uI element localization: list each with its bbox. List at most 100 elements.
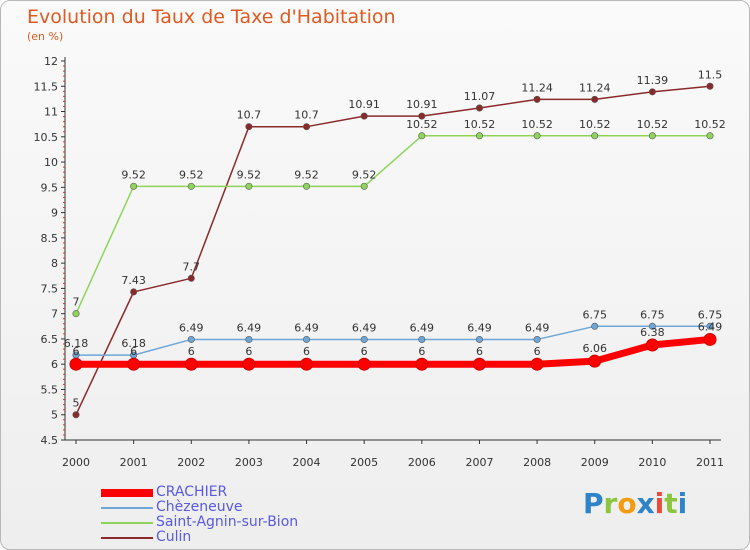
data-label: 6.49	[698, 320, 723, 333]
data-point	[418, 112, 426, 120]
proxiti-logo: Proxiti	[583, 487, 687, 520]
data-label: 6.75	[698, 308, 723, 321]
data-point	[187, 182, 195, 190]
data-point	[648, 88, 656, 96]
legend-label-chezeneuve: Chèzeneuve	[156, 499, 243, 515]
data-label: 10.91	[406, 98, 438, 111]
series-line	[76, 325, 710, 356]
logo-letter: i	[677, 487, 688, 520]
data-label: 6.49	[410, 321, 435, 334]
data-point	[69, 357, 83, 371]
data-label: 9.52	[121, 168, 146, 181]
y-tick-label: 9	[51, 207, 58, 220]
data-label: 6.49	[467, 321, 492, 334]
chart-subtitle: (en %)	[27, 30, 64, 43]
legend-label-saint-agnin: Saint-Agnin-sur-Bion	[156, 514, 299, 530]
data-label: 6	[73, 345, 80, 358]
y-tick-label: 7.5	[41, 282, 59, 295]
data-label: 6	[534, 345, 541, 358]
x-tick-label: 2011	[696, 456, 724, 469]
data-label: 6	[418, 345, 425, 358]
x-tick-label: 2006	[408, 456, 436, 469]
legend-swatch-culin	[101, 537, 153, 539]
data-label: 9.52	[294, 168, 319, 181]
data-point	[127, 357, 141, 371]
data-point	[357, 357, 371, 371]
legend-label-crachier: CRACHIER	[156, 484, 228, 500]
y-tick-label: 11	[44, 106, 58, 119]
y-tick-label: 10	[44, 156, 58, 169]
data-label: 10.7	[237, 109, 262, 122]
data-point	[418, 335, 426, 343]
data-label: 11.5	[698, 68, 723, 81]
y-tick-label: 5.5	[41, 383, 59, 396]
data-point	[72, 411, 80, 419]
x-tick-label: 2007	[465, 456, 493, 469]
data-point	[706, 132, 714, 140]
data-point	[530, 357, 544, 371]
x-tick-label: 2004	[293, 456, 321, 469]
data-label: 6.49	[525, 321, 550, 334]
data-label: 10.91	[348, 98, 380, 111]
data-point	[706, 322, 714, 330]
data-point	[415, 357, 429, 371]
data-label: 7	[73, 296, 80, 309]
data-label: 10.52	[694, 118, 726, 131]
data-label: 6.75	[640, 308, 665, 321]
data-point	[475, 132, 483, 140]
data-label: 10.52	[464, 118, 496, 131]
data-point	[360, 112, 368, 120]
x-tick-label: 2005	[350, 456, 378, 469]
y-tick-label: 6	[51, 358, 58, 371]
data-point	[303, 335, 311, 343]
legend-swatch-crachier	[101, 489, 153, 497]
y-tick-label: 10.5	[34, 131, 59, 144]
data-point	[418, 132, 426, 140]
data-point	[360, 182, 368, 190]
logo-letter: i	[654, 487, 665, 520]
data-point	[533, 335, 541, 343]
x-tick-label: 2009	[581, 456, 609, 469]
logo-letter: r	[603, 487, 618, 520]
data-point	[588, 354, 602, 368]
x-tick-label: 2003	[235, 456, 263, 469]
data-point	[475, 335, 483, 343]
data-point	[472, 357, 486, 371]
legend-item-saint-agnin: Saint-Agnin-sur-Bion	[101, 515, 361, 530]
data-point	[533, 95, 541, 103]
data-label: 11.24	[521, 81, 553, 94]
data-label: 6.49	[294, 321, 319, 334]
y-tick-label: 5	[51, 409, 58, 422]
legend-item-culin: Culin	[101, 530, 361, 545]
data-label: 6	[303, 345, 310, 358]
data-point	[187, 335, 195, 343]
data-point	[703, 332, 717, 346]
y-tick-label: 4.5	[41, 434, 59, 447]
y-tick-label: 8	[51, 257, 58, 270]
y-tick-label: 11.5	[34, 80, 59, 93]
logo-letter: x	[636, 487, 655, 520]
data-point	[130, 182, 138, 190]
data-point	[245, 182, 253, 190]
logo-letter: t	[664, 487, 678, 520]
y-tick-label: 7	[51, 308, 58, 321]
x-tick-label: 2000	[62, 456, 90, 469]
chart-title: Evolution du Taux de Taxe d'Habitation	[27, 6, 396, 28]
data-label: 5	[73, 397, 80, 410]
data-point	[475, 104, 483, 112]
data-label: 10.7	[294, 109, 319, 122]
data-label: 6	[130, 345, 137, 358]
data-label: 7.7	[183, 260, 201, 273]
y-tick-label: 6.5	[41, 333, 59, 346]
data-point	[360, 335, 368, 343]
data-label: 11.24	[579, 81, 611, 94]
data-label: 9.52	[179, 168, 204, 181]
data-label: 6.75	[582, 308, 607, 321]
x-tick-label: 2001	[120, 456, 148, 469]
x-tick-label: 2008	[523, 456, 551, 469]
data-label: 6	[188, 345, 195, 358]
series-line	[75, 135, 710, 314]
data-label: 6.49	[352, 321, 377, 334]
data-point	[303, 182, 311, 190]
data-point	[648, 132, 656, 140]
